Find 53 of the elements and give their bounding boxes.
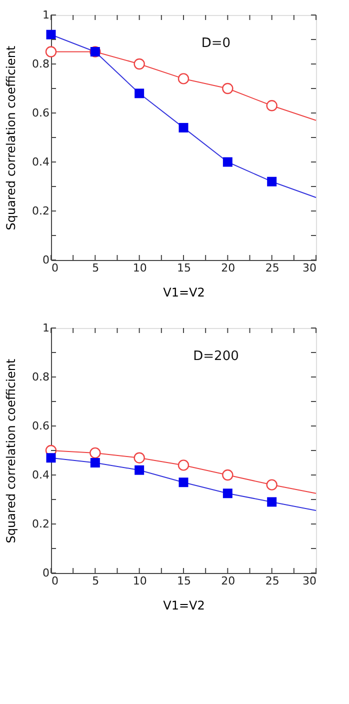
point	[267, 176, 277, 186]
point	[266, 479, 278, 490]
y-tick-label: 1	[42, 8, 50, 22]
x-tick-label: 20	[221, 262, 236, 274]
point	[178, 122, 188, 132]
annotation: D=200	[193, 349, 239, 364]
x-tick-label: 20	[221, 574, 236, 588]
y-tick-label: 0.4	[32, 468, 50, 482]
x-tick-label: 25	[265, 574, 280, 588]
point	[134, 58, 145, 70]
point	[46, 453, 56, 463]
x-tick-label: 5	[92, 574, 100, 588]
x-tick-label: 15	[177, 574, 191, 588]
y-tick-label: 0.8	[32, 58, 50, 70]
point	[222, 488, 232, 498]
y-tick-label: 0.4	[32, 156, 50, 168]
x-axis-title: V1=V2	[163, 286, 205, 300]
point	[90, 447, 101, 459]
x-tick-label: 0	[52, 574, 58, 588]
x-tick-label: 30	[302, 262, 316, 274]
annotation: D=0	[201, 36, 231, 51]
y-tick-label: 1	[42, 322, 50, 334]
point	[45, 46, 57, 58]
x-tick-label: 25	[265, 262, 280, 274]
point	[90, 458, 100, 468]
x-axis-title: V1=V2	[163, 598, 205, 612]
x-tick-label: 10	[132, 262, 147, 274]
y-axis-title: Squared correlation coefficient	[4, 45, 18, 230]
point	[222, 469, 234, 481]
x-tick-label: 15	[177, 262, 191, 274]
y-tick-label: 0.8	[32, 370, 50, 384]
y-tick-label: 0.6	[32, 106, 50, 120]
x-tick-label: 0	[52, 262, 58, 274]
point	[46, 30, 56, 40]
y-tick-label: 0.2	[32, 204, 50, 218]
point	[134, 452, 145, 464]
point	[266, 100, 278, 112]
y-tick-label: 0.6	[32, 420, 50, 432]
y-tick-label: 0	[42, 566, 50, 580]
y-tick-label: 0	[42, 254, 50, 266]
y-axis-title: Squared correlation coefficient	[4, 358, 18, 544]
x-tick-label: 30	[302, 574, 316, 588]
y-tick-label: 0.2	[32, 518, 50, 530]
x-tick-label: 5	[92, 262, 100, 274]
point	[267, 497, 277, 507]
point	[178, 478, 188, 488]
point	[134, 88, 144, 98]
point	[222, 157, 232, 167]
x-tick-label: 10	[132, 574, 147, 588]
point	[222, 82, 234, 94]
point	[178, 460, 190, 471]
point	[134, 465, 144, 475]
point	[178, 73, 190, 84]
